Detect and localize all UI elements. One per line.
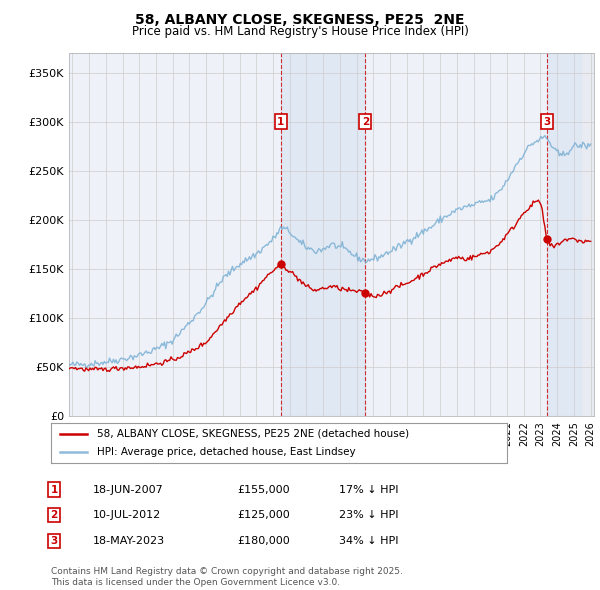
Text: 58, ALBANY CLOSE, SKEGNESS, PE25  2NE: 58, ALBANY CLOSE, SKEGNESS, PE25 2NE (135, 13, 465, 27)
Text: 3: 3 (543, 117, 550, 127)
Text: 1: 1 (277, 117, 284, 127)
Text: 3: 3 (50, 536, 58, 546)
Text: 17% ↓ HPI: 17% ↓ HPI (339, 485, 398, 494)
Text: £155,000: £155,000 (237, 485, 290, 494)
Text: This data is licensed under the Open Government Licence v3.0.: This data is licensed under the Open Gov… (51, 578, 340, 587)
Text: 18-JUN-2007: 18-JUN-2007 (93, 485, 164, 494)
Text: Contains HM Land Registry data © Crown copyright and database right 2025.: Contains HM Land Registry data © Crown c… (51, 566, 403, 576)
Bar (547, 53, 582, 416)
Bar (582, 53, 594, 416)
Text: 10-JUL-2012: 10-JUL-2012 (93, 510, 161, 520)
Text: £125,000: £125,000 (237, 510, 290, 520)
Text: 34% ↓ HPI: 34% ↓ HPI (339, 536, 398, 546)
Text: 2: 2 (50, 510, 58, 520)
Text: 23% ↓ HPI: 23% ↓ HPI (339, 510, 398, 520)
Bar (281, 53, 365, 416)
Text: 58, ALBANY CLOSE, SKEGNESS, PE25 2NE (detached house): 58, ALBANY CLOSE, SKEGNESS, PE25 2NE (de… (97, 429, 409, 439)
Text: HPI: Average price, detached house, East Lindsey: HPI: Average price, detached house, East… (97, 447, 355, 457)
Text: £180,000: £180,000 (237, 536, 290, 546)
Text: 2: 2 (362, 117, 369, 127)
Bar (582, 53, 594, 416)
Text: 18-MAY-2023: 18-MAY-2023 (93, 536, 165, 546)
Text: Price paid vs. HM Land Registry's House Price Index (HPI): Price paid vs. HM Land Registry's House … (131, 25, 469, 38)
Text: 1: 1 (50, 485, 58, 494)
